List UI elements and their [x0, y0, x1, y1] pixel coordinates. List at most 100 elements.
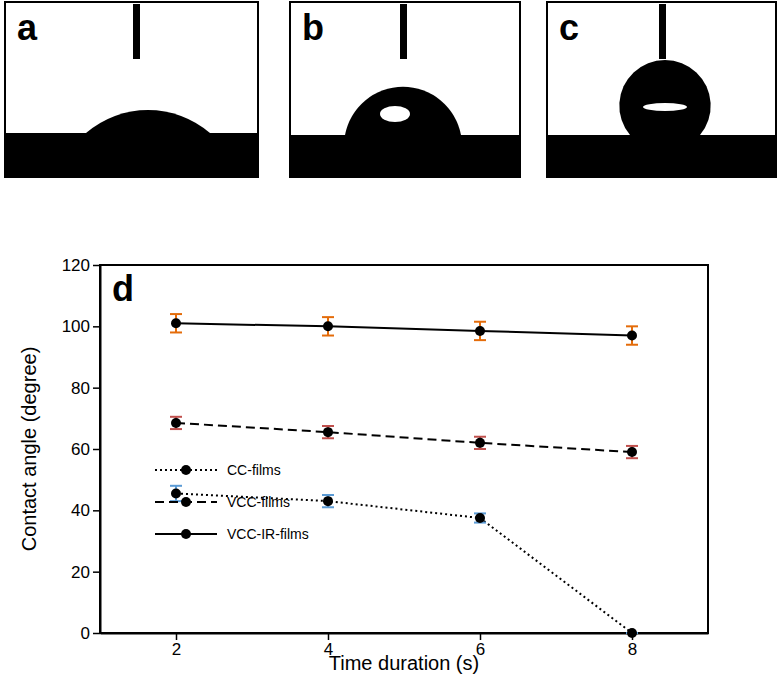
image-frame: [547, 2, 776, 177]
tick-label: 40: [71, 501, 90, 520]
droplet-highlight: [380, 106, 410, 122]
error-bar: [322, 495, 334, 507]
droplet-highlight: [643, 103, 687, 111]
error-cap: [322, 506, 334, 508]
droplet: [86, 110, 210, 133]
tick-label: 100: [62, 317, 90, 336]
error-cap: [626, 457, 638, 459]
error-cap: [626, 325, 638, 327]
tick: 0: [81, 624, 100, 643]
error-bar: [474, 437, 486, 449]
tick-mark: [93, 571, 100, 573]
image-background: [547, 2, 776, 177]
marker: [323, 496, 333, 506]
x-axis-title: Time duration (s): [329, 652, 479, 674]
droplet-image: b: [290, 2, 520, 177]
legend-item: CC-films: [155, 462, 281, 478]
error-bar: [322, 426, 334, 438]
y-axis: 0 20 40 60 80 100 120: [62, 256, 101, 643]
error-bar: [626, 446, 638, 458]
legend-marker: [181, 529, 191, 539]
error-cap: [322, 316, 334, 318]
error-bar: [170, 314, 182, 332]
marker: [475, 326, 485, 336]
tick-label: 2: [172, 640, 181, 659]
tick-mark: [176, 633, 178, 640]
error-bar: [474, 322, 486, 340]
series-line: [176, 323, 632, 335]
tick: 20: [71, 563, 100, 582]
error-cap: [170, 313, 182, 315]
error-cap: [626, 445, 638, 447]
error-cap: [322, 425, 334, 427]
error-bar: [322, 317, 334, 335]
series-line: [176, 493, 632, 633]
tick-label: 20: [71, 563, 90, 582]
error-cap: [322, 335, 334, 337]
legend-marker: [181, 465, 191, 475]
substrate: [5, 133, 258, 177]
figure: abc2468020406080100120Time duration (s)C…: [0, 0, 779, 682]
marker: [171, 488, 181, 498]
legend-item: VCC-films: [155, 494, 290, 510]
tick: 80: [71, 379, 100, 398]
marker: [475, 513, 485, 523]
tick-mark: [93, 449, 100, 451]
error-cap: [474, 448, 486, 450]
plot-background: [100, 265, 708, 633]
tick-label: 0: [81, 624, 90, 643]
panel-label: c: [559, 7, 579, 48]
marker: [171, 418, 181, 428]
error-bar: [626, 326, 638, 344]
marker: [475, 438, 485, 448]
error-cap: [322, 494, 334, 496]
marker: [171, 318, 181, 328]
tick-mark: [93, 510, 100, 512]
error-bar: [170, 486, 182, 501]
error-cap: [474, 436, 486, 438]
tick-mark: [93, 265, 100, 267]
error-cap: [322, 437, 334, 439]
tick-label: 8: [628, 640, 637, 659]
tick-label: 80: [71, 379, 90, 398]
droplet-image: c: [547, 2, 776, 177]
tick: 2: [172, 633, 181, 659]
series: [170, 417, 638, 458]
legend-label: VCC-films: [227, 494, 290, 510]
tick-mark: [480, 633, 482, 640]
droplet: [619, 60, 710, 135]
needle: [133, 4, 140, 59]
error-cap: [170, 428, 182, 430]
marker: [323, 321, 333, 331]
tick: 120: [62, 256, 100, 275]
needle: [659, 4, 666, 59]
error-bar: [170, 417, 182, 429]
tick-mark: [328, 633, 330, 640]
substrate: [547, 135, 776, 177]
error-cap: [170, 416, 182, 418]
marker: [627, 628, 637, 638]
legend-marker: [181, 497, 191, 507]
error-cap: [170, 331, 182, 333]
series-line: [176, 423, 632, 452]
substrate: [290, 135, 520, 177]
tick: 40: [71, 501, 100, 520]
legend: CC-filmsVCC-filmsVCC-IR-films: [155, 462, 309, 542]
tick-label: 60: [71, 440, 90, 459]
plot-frame: [100, 265, 708, 633]
tick-mark: [93, 326, 100, 328]
series: [170, 486, 638, 638]
tick: 60: [71, 440, 100, 459]
marker: [627, 331, 637, 341]
tick: 100: [62, 317, 100, 336]
panel-label: a: [17, 7, 38, 48]
image-frame: [290, 2, 520, 177]
image-background: [5, 2, 258, 177]
marker: [627, 447, 637, 457]
panel-label: d: [112, 268, 134, 309]
error-cap: [474, 321, 486, 323]
error-bar: [474, 513, 486, 522]
tick-mark: [93, 633, 100, 635]
tick-mark: [93, 387, 100, 389]
droplet-image: a: [5, 2, 258, 177]
